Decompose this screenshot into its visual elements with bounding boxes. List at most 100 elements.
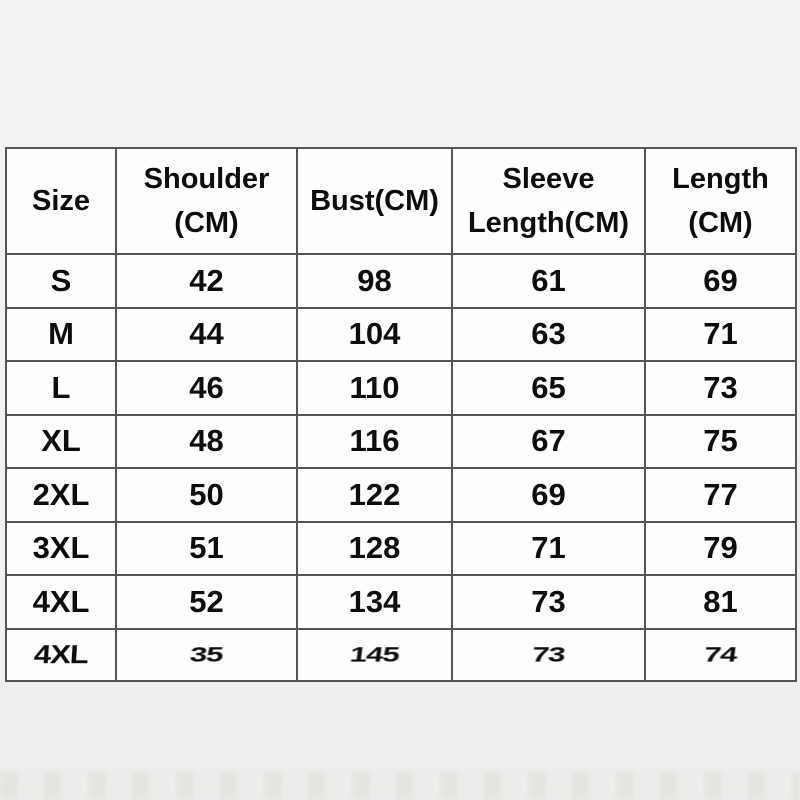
sleeve-cell: 73 xyxy=(451,627,646,682)
table-row-s: S 42 98 61 69 xyxy=(5,253,797,309)
shoulder-value: 48 xyxy=(189,423,224,459)
sleeve-value: 63 xyxy=(531,316,566,352)
header-label-line2: (CM) xyxy=(174,207,239,239)
bust-value: 128 xyxy=(348,530,401,566)
length-value: 77 xyxy=(703,476,738,512)
shoulder-cell: 52 xyxy=(115,574,298,630)
sleeve-cell: 61 xyxy=(451,253,646,309)
shoulder-value: 44 xyxy=(189,316,224,352)
sleeve-value: 61 xyxy=(531,262,566,298)
header-label-line2: Length(CM) xyxy=(467,207,630,239)
shoulder-value: 35 xyxy=(188,642,225,667)
size-value: XL xyxy=(41,423,81,459)
photo-noise-band xyxy=(0,772,800,800)
length-cell: 81 xyxy=(644,574,797,630)
size-value: M xyxy=(48,316,74,352)
size-cell: L xyxy=(5,360,117,416)
sleeve-value: 65 xyxy=(531,369,566,405)
bust-value: 116 xyxy=(349,423,400,459)
size-chart-table: Size Shoulder (CM) Bust(CM) Sleeve Lengt… xyxy=(5,147,797,682)
bust-cell: 134 xyxy=(296,574,453,630)
sleeve-value: 73 xyxy=(531,583,566,619)
bust-cell: 122 xyxy=(296,467,453,523)
size-value: 2XL xyxy=(32,476,90,512)
length-cell: 75 xyxy=(644,413,797,469)
header-cell-sleeve-length: Sleeve Length(CM) xyxy=(451,147,646,255)
length-cell: 77 xyxy=(644,467,797,523)
sleeve-cell: 65 xyxy=(451,360,646,416)
shoulder-value: 51 xyxy=(189,530,224,566)
bust-cell: 128 xyxy=(296,520,453,576)
header-label: Shoulder xyxy=(143,163,270,195)
sleeve-cell: 71 xyxy=(451,520,646,576)
table-row-4xl: 4XL 52 134 73 81 xyxy=(5,574,797,630)
table-row-4xl-distorted: 4XL 35 145 73 74 xyxy=(5,627,797,682)
table-row-xl: XL 48 116 67 75 xyxy=(5,413,797,469)
shoulder-cell: 46 xyxy=(115,360,298,416)
sleeve-value: 67 xyxy=(531,423,566,459)
size-cell: 4XL xyxy=(5,574,117,630)
header-label: Sleeve xyxy=(502,163,595,195)
size-cell: XL xyxy=(5,413,117,469)
shoulder-cell: 48 xyxy=(115,413,298,469)
length-cell: 73 xyxy=(644,360,797,416)
sleeve-cell: 67 xyxy=(451,413,646,469)
shoulder-cell: 35 xyxy=(115,627,298,682)
size-cell: S xyxy=(5,253,117,309)
size-value: L xyxy=(51,369,71,405)
size-cell: 2XL xyxy=(5,467,117,523)
table-row-m: M 44 104 63 71 xyxy=(5,306,797,362)
size-value: S xyxy=(50,262,72,298)
header-label: Length xyxy=(672,163,769,195)
length-value: 75 xyxy=(703,423,738,459)
length-value: 81 xyxy=(703,583,738,619)
length-value: 79 xyxy=(703,530,738,566)
shoulder-cell: 42 xyxy=(115,253,298,309)
table-row-3xl: 3XL 51 128 71 79 xyxy=(5,520,797,576)
shoulder-value: 50 xyxy=(189,476,224,512)
header-cell-shoulder: Shoulder (CM) xyxy=(115,147,298,255)
bust-value: 122 xyxy=(348,476,401,512)
bust-cell: 104 xyxy=(296,306,453,362)
sleeve-cell: 63 xyxy=(451,306,646,362)
length-cell: 69 xyxy=(644,253,797,309)
table-row-2xl: 2XL 50 122 69 77 xyxy=(5,467,797,523)
header-label-line2: (CM) xyxy=(688,207,753,239)
shoulder-value: 52 xyxy=(189,583,224,619)
size-cell: 4XL xyxy=(5,627,117,682)
sleeve-cell: 73 xyxy=(451,574,646,630)
bust-cell: 145 xyxy=(296,627,453,682)
header-cell-length: Length (CM) xyxy=(644,147,797,255)
sleeve-value: 71 xyxy=(531,530,566,566)
shoulder-cell: 50 xyxy=(115,467,298,523)
bust-value: 134 xyxy=(348,583,401,619)
shoulder-value: 42 xyxy=(189,262,224,298)
size-value: 4XL xyxy=(32,583,90,619)
header-label: Bust(CM) xyxy=(310,185,439,217)
bust-value: 145 xyxy=(348,642,401,667)
size-value: 3XL xyxy=(32,530,90,566)
size-cell: 3XL xyxy=(5,520,117,576)
length-cell: 71 xyxy=(644,306,797,362)
shoulder-cell: 51 xyxy=(115,520,298,576)
bust-value: 110 xyxy=(349,369,400,405)
shoulder-value: 46 xyxy=(189,369,224,405)
size-value: 4XL xyxy=(33,639,89,669)
sleeve-cell: 69 xyxy=(451,467,646,523)
bust-value: 98 xyxy=(357,262,392,298)
header-cell-bust: Bust(CM) xyxy=(296,147,453,255)
sleeve-value: 73 xyxy=(530,642,567,667)
bust-cell: 116 xyxy=(296,413,453,469)
bust-cell: 98 xyxy=(296,253,453,309)
bust-cell: 110 xyxy=(296,360,453,416)
header-cell-size: Size xyxy=(5,147,117,255)
length-value: 74 xyxy=(702,642,739,667)
table-row-l: L 46 110 65 73 xyxy=(5,360,797,416)
bust-value: 104 xyxy=(348,316,401,352)
length-value: 73 xyxy=(703,369,738,405)
size-cell: M xyxy=(5,306,117,362)
length-value: 69 xyxy=(703,262,738,298)
header-label: Size xyxy=(31,185,91,217)
header-row: Size Shoulder (CM) Bust(CM) Sleeve Lengt… xyxy=(5,147,797,255)
sleeve-value: 69 xyxy=(531,476,566,512)
